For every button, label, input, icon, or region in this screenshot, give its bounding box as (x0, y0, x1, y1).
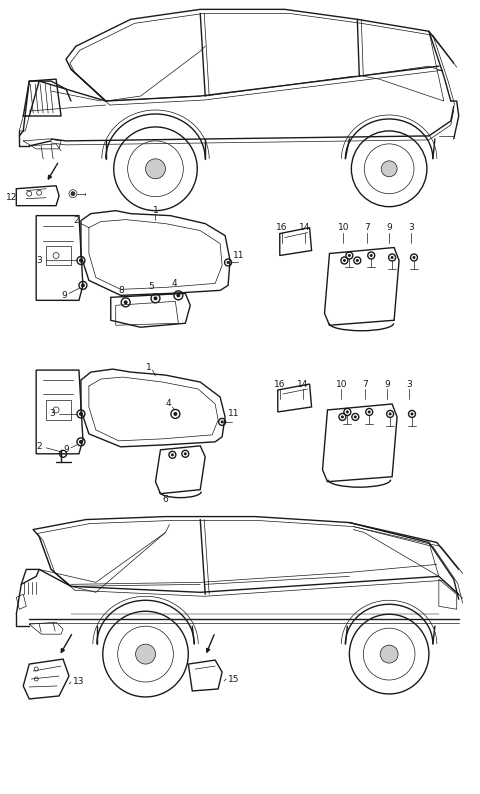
Text: 12: 12 (6, 193, 18, 202)
Circle shape (368, 410, 371, 414)
Text: 8: 8 (119, 286, 125, 295)
Text: 3: 3 (406, 380, 412, 388)
Text: 2: 2 (73, 216, 79, 225)
Text: 1: 1 (153, 206, 158, 215)
Text: 2: 2 (36, 442, 42, 451)
Circle shape (79, 259, 83, 263)
Text: 3: 3 (408, 223, 414, 232)
Circle shape (410, 412, 413, 415)
Circle shape (145, 159, 166, 179)
Text: 3: 3 (49, 410, 55, 418)
Circle shape (79, 440, 83, 444)
Circle shape (343, 259, 346, 262)
Circle shape (136, 644, 156, 664)
Circle shape (154, 296, 157, 300)
Circle shape (79, 412, 83, 416)
Circle shape (370, 254, 373, 257)
Circle shape (381, 161, 397, 177)
Text: 14: 14 (299, 223, 310, 232)
Text: 16: 16 (274, 380, 286, 388)
Text: 13: 13 (73, 677, 84, 687)
Circle shape (81, 283, 85, 287)
Circle shape (348, 254, 351, 257)
Circle shape (391, 256, 394, 259)
Text: 9: 9 (63, 445, 69, 454)
Text: 9: 9 (384, 380, 390, 388)
Circle shape (184, 453, 187, 455)
Circle shape (176, 293, 180, 297)
Text: 11: 11 (233, 251, 244, 260)
Text: 3: 3 (36, 256, 42, 265)
Circle shape (346, 410, 349, 414)
Circle shape (412, 256, 416, 259)
Text: 10: 10 (336, 380, 347, 388)
Text: 5: 5 (149, 282, 155, 291)
Circle shape (341, 415, 344, 418)
Text: 4: 4 (166, 399, 171, 408)
Text: 7: 7 (362, 380, 368, 388)
Circle shape (124, 300, 128, 304)
Circle shape (380, 646, 398, 663)
Text: 15: 15 (228, 675, 240, 684)
Circle shape (173, 412, 178, 416)
Text: 10: 10 (337, 223, 349, 232)
Circle shape (354, 415, 357, 418)
Text: 11: 11 (228, 410, 240, 418)
Circle shape (171, 453, 174, 457)
Text: 14: 14 (297, 380, 308, 388)
Circle shape (389, 412, 392, 415)
Text: 9: 9 (61, 291, 67, 300)
Circle shape (221, 420, 224, 423)
Circle shape (71, 191, 75, 195)
Text: 4: 4 (171, 279, 177, 288)
Circle shape (356, 259, 359, 262)
Text: 9: 9 (386, 223, 392, 232)
Text: 16: 16 (276, 223, 288, 232)
Text: 1: 1 (145, 363, 151, 372)
Text: 7: 7 (364, 223, 370, 232)
Circle shape (227, 261, 229, 264)
Text: 6: 6 (163, 495, 168, 504)
